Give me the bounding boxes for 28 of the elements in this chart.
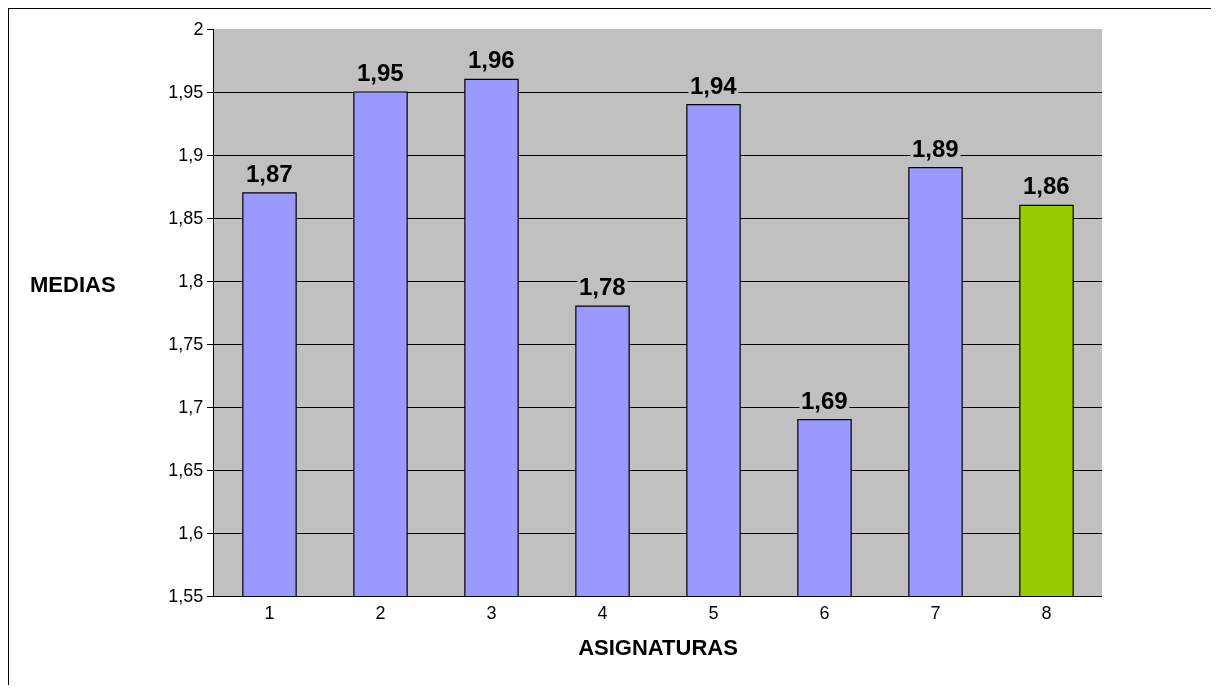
data-label: 1,89 (912, 135, 959, 162)
data-label: 1,94 (690, 72, 738, 99)
x-tick-label: 7 (930, 602, 941, 623)
y-tick-label: 1,75 (168, 334, 204, 355)
y-tick-label: 1,65 (168, 460, 204, 481)
data-label: 1,95 (357, 59, 404, 86)
y-tick-label: 1,6 (178, 523, 204, 544)
x-tick-label: 4 (597, 602, 608, 623)
y-tick-label: 1,8 (178, 271, 204, 292)
data-label: 1,86 (1023, 172, 1070, 199)
y-tick-label: 1,55 (168, 586, 204, 607)
y-axis-title: MEDIAS (30, 272, 116, 297)
data-label: 1,69 (801, 387, 848, 414)
data-label: 1,96 (468, 46, 515, 73)
x-axis-title: ASIGNATURAS (578, 635, 738, 661)
x-tick-label: 6 (819, 602, 830, 623)
x-tick-label: 8 (1041, 602, 1052, 623)
y-tick-label: 1,85 (168, 208, 204, 229)
y-tick-label: 1,7 (178, 397, 204, 418)
x-tick-label: 5 (708, 602, 719, 623)
data-label: 1,78 (579, 273, 626, 300)
x-tick-label: 3 (486, 602, 497, 623)
x-tick-label: 2 (375, 602, 386, 623)
y-tick-label: 1,95 (168, 82, 204, 103)
y-tick-label: 2 (193, 19, 204, 40)
x-tick-label: 1 (264, 602, 275, 623)
y-tick-label: 1,9 (178, 145, 204, 166)
data-label: 1,87 (246, 160, 293, 187)
